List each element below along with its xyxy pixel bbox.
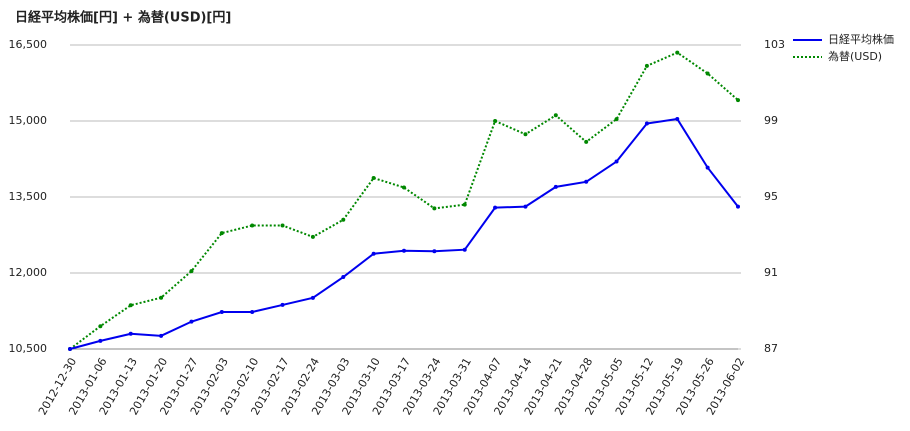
y2-tick-label: 87 xyxy=(764,342,778,355)
point xyxy=(523,132,528,137)
y2-tick-label: 103 xyxy=(764,38,785,51)
point xyxy=(280,223,285,228)
point xyxy=(614,117,619,122)
point xyxy=(250,223,255,228)
point xyxy=(310,295,315,300)
point xyxy=(402,248,406,253)
point xyxy=(219,231,224,236)
point xyxy=(98,338,103,343)
point xyxy=(280,302,285,307)
point xyxy=(584,179,589,184)
legend-label: 為替(USD) xyxy=(828,49,882,63)
point xyxy=(341,217,346,222)
point xyxy=(675,50,680,55)
point xyxy=(371,176,376,180)
point xyxy=(98,324,103,329)
y-tick-label: 13,500 xyxy=(9,190,48,203)
y2-tick-label: 91 xyxy=(764,266,778,279)
legend-label: 日経平均株価 xyxy=(828,32,894,46)
point xyxy=(341,275,346,280)
y-tick-label: 15,000 xyxy=(9,114,48,127)
point xyxy=(523,204,528,209)
point xyxy=(128,303,133,308)
point xyxy=(553,184,558,189)
point xyxy=(705,71,710,76)
y-tick-label: 12,000 xyxy=(9,266,48,279)
point xyxy=(371,251,376,256)
point xyxy=(189,319,194,324)
chart-title: 日経平均株価[円] + 為替(USD)[円] xyxy=(15,10,231,26)
point xyxy=(462,247,467,252)
point xyxy=(644,63,649,68)
point xyxy=(705,165,710,170)
point xyxy=(462,202,467,207)
y-tick-label: 10,500 xyxy=(9,342,48,355)
point xyxy=(644,121,649,126)
point xyxy=(402,185,406,190)
point xyxy=(189,269,194,274)
y2-tick-label: 95 xyxy=(764,190,778,203)
point xyxy=(493,119,498,123)
point xyxy=(159,295,164,300)
point xyxy=(128,331,133,336)
point xyxy=(736,204,740,209)
y-tick-label: 16,500 xyxy=(9,38,48,51)
point xyxy=(614,159,619,164)
point xyxy=(584,139,589,144)
series-line xyxy=(69,117,739,350)
point xyxy=(159,333,164,338)
point xyxy=(310,234,315,239)
point xyxy=(736,98,740,103)
y2-tick-label: 99 xyxy=(764,114,778,127)
point xyxy=(432,206,437,211)
point xyxy=(493,205,498,210)
point xyxy=(250,310,255,315)
point xyxy=(219,310,224,315)
series-line xyxy=(69,51,739,350)
point xyxy=(68,347,72,351)
point xyxy=(432,249,437,254)
point xyxy=(675,116,680,121)
point xyxy=(553,113,558,118)
